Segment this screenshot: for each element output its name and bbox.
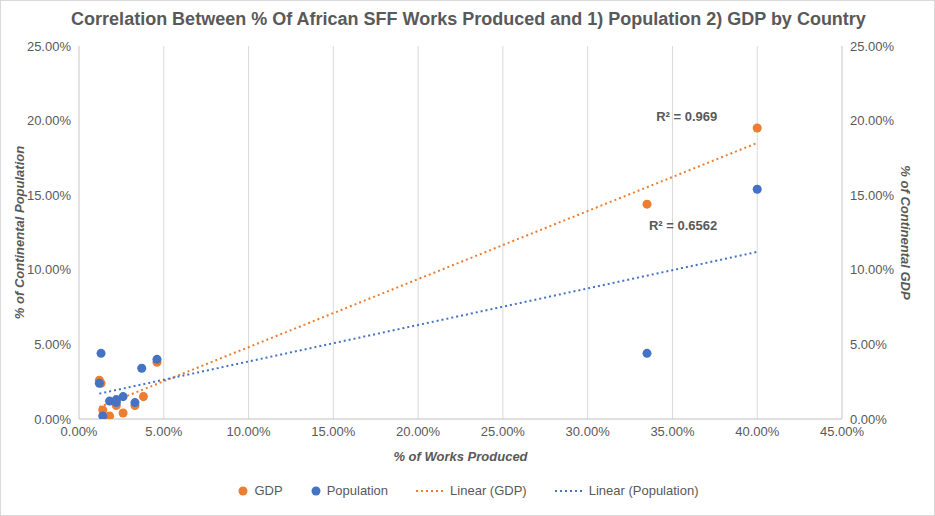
svg-text:R² = 0.969: R² = 0.969 xyxy=(656,109,717,124)
svg-text:0.00%: 0.00% xyxy=(34,412,71,427)
svg-text:10.00%: 10.00% xyxy=(850,262,895,277)
html-text:Population: Population xyxy=(326,483,389,498)
html-text:Linear (GDP): Linear (GDP) xyxy=(450,483,527,498)
svg-text:0.00%: 0.00% xyxy=(60,424,98,440)
svg-text:25.00%: 25.00% xyxy=(481,424,526,439)
svg-text:30.00%: 30.00% xyxy=(566,424,611,439)
svg-text:20.00%: 20.00% xyxy=(396,424,441,439)
svg-text:5.00%: 5.00% xyxy=(145,424,182,439)
svg-text:5.00%: 5.00% xyxy=(34,337,71,352)
svg-text:10.00%: 10.00% xyxy=(27,262,72,277)
svg-text:5.00%: 5.00% xyxy=(850,337,887,352)
svg-text:20.00%: 20.00% xyxy=(27,113,72,128)
svg-text:0.00%: 0.00% xyxy=(850,412,887,427)
svg-text:45.00%: 45.00% xyxy=(820,424,864,440)
svg-text:% of Works Produced: % of Works Produced xyxy=(393,449,528,464)
html-text:Linear (Population): Linear (Population) xyxy=(588,483,699,498)
svg-text:% of Continental Population: % of Continental Population xyxy=(12,146,27,319)
html-text:Correlation Between % Of Afric: Correlation Between % Of African SFF Wor… xyxy=(71,9,866,29)
svg-text:25.00%: 25.00% xyxy=(27,39,72,54)
svg-text:40.00%: 40.00% xyxy=(735,424,780,439)
svg-text:R² = 0.6562: R² = 0.6562 xyxy=(649,218,717,233)
svg-text:10.00%: 10.00% xyxy=(227,424,272,439)
svg-text:35.00%: 35.00% xyxy=(650,424,695,439)
svg-text:20.00%: 20.00% xyxy=(850,113,895,128)
svg-text:15.00%: 15.00% xyxy=(27,188,72,203)
svg-text:% of Continental GDP: % of Continental GDP xyxy=(898,165,913,300)
html-text:GDP: GDP xyxy=(254,483,283,498)
svg-text:15.00%: 15.00% xyxy=(311,424,356,439)
svg-text:25.00%: 25.00% xyxy=(850,39,895,54)
svg-text:15.00%: 15.00% xyxy=(850,188,895,203)
